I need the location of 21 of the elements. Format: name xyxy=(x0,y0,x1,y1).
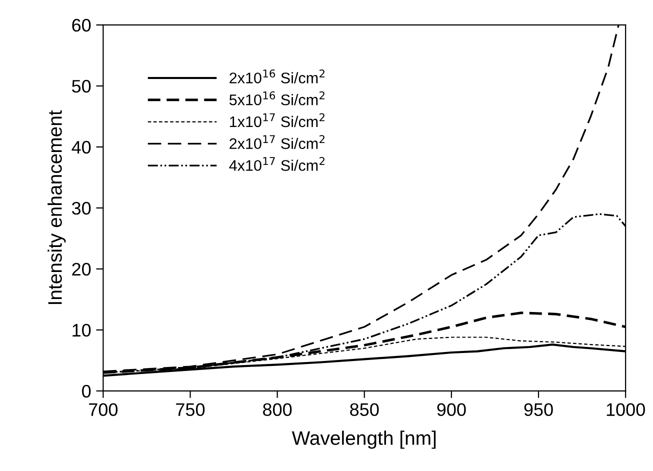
legend-label: 1x10$^{17}$ Si/cm$^{2}$ xyxy=(230,113,324,128)
y-axis-title: Intensity enhancement xyxy=(48,110,66,304)
legend-label: 2x10$^{16}$ Si/cm$^{2}$ xyxy=(230,69,324,84)
x-tick-label: 1000 xyxy=(606,403,645,416)
x-axis-title: Wavelength [nm] xyxy=(292,430,436,449)
x-tick-label: 750 xyxy=(176,403,205,416)
x-tick-label: 850 xyxy=(350,403,379,416)
legend-label: 5x10$^{16}$ Si/cm$^{2}$ xyxy=(229,91,324,106)
y-tick-label: 60 xyxy=(72,18,91,32)
x-tick-label: 900 xyxy=(437,403,466,416)
y-tick-label: 40 xyxy=(72,140,91,154)
x-tick-label: 700 xyxy=(89,403,118,416)
x-tick-label: 950 xyxy=(524,403,553,416)
legend-label: 4x10$^{17}$ Si/cm$^{2}$ xyxy=(229,156,324,171)
y-tick-label: 10 xyxy=(72,324,91,337)
y-tick-label: 50 xyxy=(72,80,91,93)
y-tick-label: 0 xyxy=(82,384,91,398)
y-tick-label: 30 xyxy=(72,202,91,215)
y-tick-label: 20 xyxy=(72,262,91,276)
x-tick-label: 800 xyxy=(263,403,292,416)
legend-label: 2x10$^{17}$ Si/cm$^{2}$ xyxy=(230,135,324,150)
